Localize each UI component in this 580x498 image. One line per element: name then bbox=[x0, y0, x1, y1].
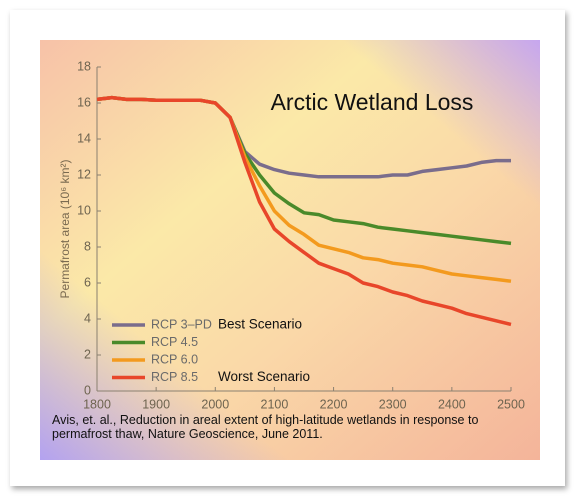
series-line bbox=[96, 95, 512, 327]
y-axis-label: Permafrost area (10⁶ km²) bbox=[58, 160, 72, 299]
y-tick-label: 2 bbox=[84, 347, 91, 361]
x-tick-label: 2000 bbox=[201, 397, 229, 411]
scenario-label: Worst Scenario bbox=[218, 369, 310, 384]
legend-label: RCP 4.5 bbox=[151, 335, 198, 349]
y-tick-label: 12 bbox=[77, 167, 91, 181]
x-tick-label: 1800 bbox=[83, 397, 111, 411]
y-tick-label: 14 bbox=[77, 131, 91, 145]
y-tick-label: 16 bbox=[77, 95, 91, 109]
chart-title: Arctic Wetland Loss bbox=[271, 89, 474, 115]
legend-label: RCP 6.0 bbox=[151, 352, 198, 366]
legend-label: RCP 3–PD bbox=[151, 317, 212, 331]
panel-shade bbox=[40, 40, 540, 460]
y-tick-label: 18 bbox=[77, 59, 91, 73]
y-tick-label: 10 bbox=[77, 203, 91, 217]
x-tick-label: 2200 bbox=[320, 397, 348, 411]
y-tick-label: 0 bbox=[84, 383, 91, 397]
y-tick-label: 4 bbox=[84, 311, 91, 325]
x-tick-label: 2500 bbox=[497, 397, 525, 411]
x-tick-label: 2400 bbox=[438, 397, 466, 411]
x-tick-label: 2300 bbox=[379, 397, 407, 411]
scenario-label: Best Scenario bbox=[218, 317, 302, 332]
x-tick-label: 1900 bbox=[142, 397, 170, 411]
y-tick-label: 8 bbox=[84, 239, 91, 253]
legend-label: RCP 8.5 bbox=[151, 370, 198, 384]
x-tick-label: 2100 bbox=[261, 397, 289, 411]
y-tick-label: 6 bbox=[84, 275, 91, 289]
source-note: Avis, et. al., Reduction in areal extent… bbox=[52, 413, 479, 441]
